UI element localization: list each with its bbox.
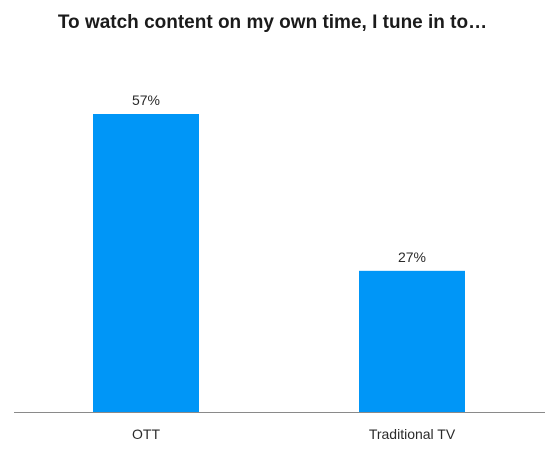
bar-ott <box>93 114 199 412</box>
value-label: 57% <box>132 92 160 108</box>
chart-title: To watch content on my own time, I tune … <box>57 12 488 33</box>
bar-traditional-tv <box>359 270 465 412</box>
value-label: 27% <box>398 249 426 265</box>
category-label: Traditional TV <box>369 426 456 442</box>
category-label: OTT <box>132 426 160 442</box>
